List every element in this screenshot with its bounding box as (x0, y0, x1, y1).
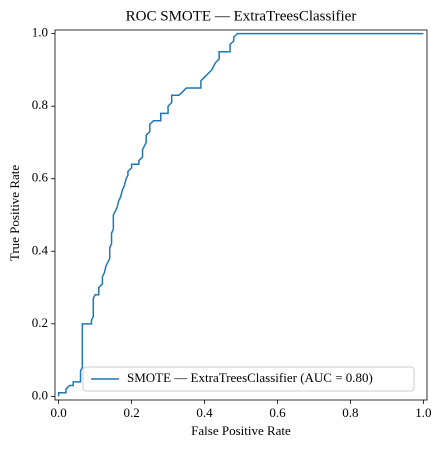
legend-box (82, 366, 415, 392)
x-tick-label: 1.0 (415, 405, 431, 420)
chart-title: ROC SMOTE — ExtraTreesClassifier (126, 8, 357, 24)
x-axis-label: False Positive Rate (191, 423, 291, 438)
legend-label: SMOTE — ExtraTreesClassifier (AUC = 0.80… (127, 370, 373, 385)
x-tick-label: 0.8 (342, 405, 358, 420)
y-tick-label: 0.4 (32, 242, 49, 257)
y-tick-label: 1.0 (32, 25, 48, 40)
x-tick-label: 0.4 (196, 405, 213, 420)
roc-curve (57, 32, 424, 397)
y-axis-label: True Positive Rate (7, 165, 22, 262)
y-tick-label: 0.0 (32, 387, 48, 402)
x-tick-label: 0.6 (269, 405, 286, 420)
y-tick-label: 0.2 (32, 315, 48, 330)
x-tick-label: 0.2 (123, 405, 139, 420)
x-tick-label: 0.0 (51, 405, 67, 420)
y-tick-label: 0.8 (32, 97, 48, 112)
y-tick-label: 0.6 (32, 170, 49, 185)
plot-frame (54, 29, 428, 401)
